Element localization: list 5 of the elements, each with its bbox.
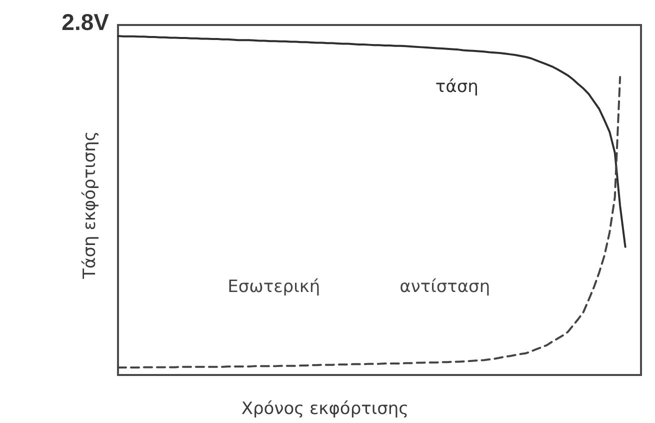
y-axis-title: Τάση εκφόρτισης [80,131,100,280]
text: 2.8V [62,9,110,35]
series-label: τάση [435,76,478,97]
text: Εσωτερική αντίσταση [228,277,490,298]
x-axis-title: Χρόνος εκφόρτισης [241,399,409,419]
